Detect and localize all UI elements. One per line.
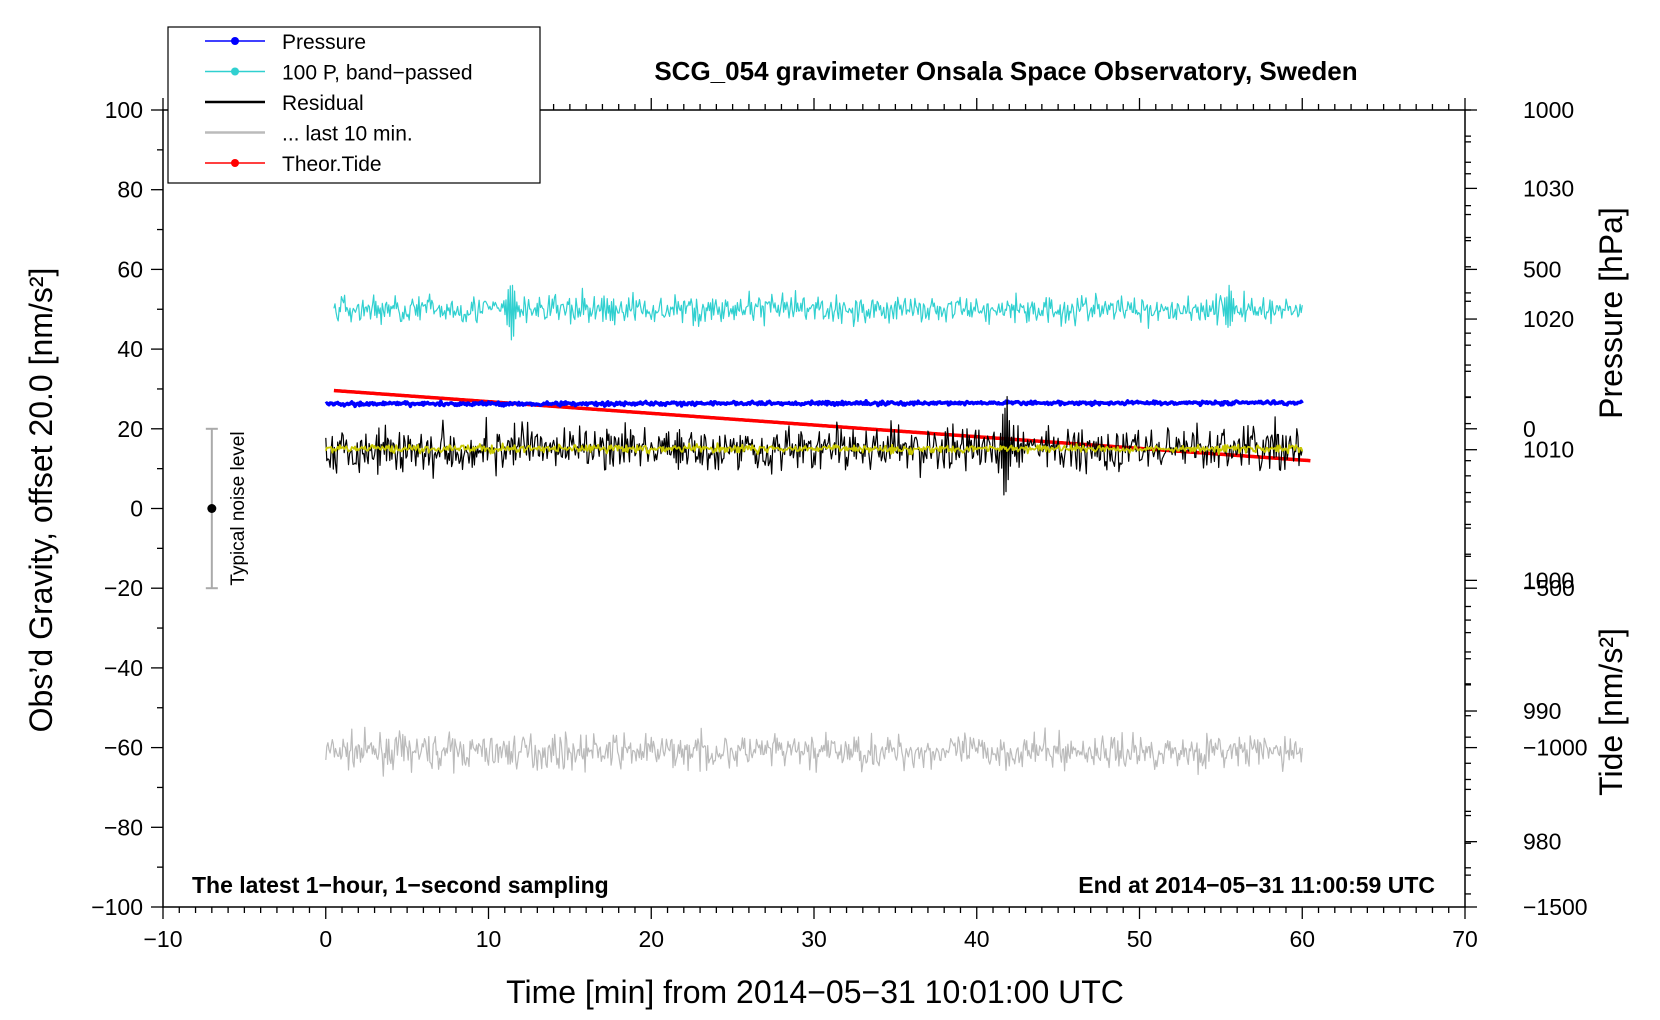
y-tick-label-left: 40 [117, 336, 143, 362]
series-line-100-p-band-passed [333, 284, 1303, 341]
x-tick-label: 40 [964, 926, 990, 952]
legend-label: ... last 10 min. [282, 123, 413, 146]
sampling-annotation: The latest 1−hour, 1−second sampling [192, 872, 609, 898]
series-line-pressure [324, 399, 1304, 409]
y-tick-label-left: −80 [104, 814, 143, 840]
plot-frame [162, 109, 1466, 908]
plot-border [162, 109, 1466, 908]
pressure-tick-label: 1030 [1523, 175, 1574, 201]
x-tick-label: 30 [801, 926, 827, 952]
y-tick-label-left: −100 [91, 894, 143, 920]
tide-tick-label: −1500 [1523, 894, 1588, 920]
chart-title: SCG_054 gravimeter Onsala Space Observat… [654, 56, 1357, 86]
legend-label: Pressure [282, 31, 366, 54]
y-tick-label-left: 0 [130, 496, 143, 522]
pressure-axis-title: Pressure [hPa] [1593, 207, 1629, 419]
y-tick-label-left: −20 [104, 575, 143, 601]
pressure-tick-label: 1000 [1523, 567, 1574, 593]
noise-level-indicator: Typical noise level [205, 427, 249, 590]
pressure-tick-label: 1010 [1523, 437, 1574, 463]
y-tick-label-left: −40 [104, 655, 143, 681]
x-tick-label: 0 [319, 926, 332, 952]
legend-label: 100 P, band−passed [282, 62, 473, 85]
tide-tick-label: 0 [1523, 416, 1536, 442]
y-tick-label-left: 20 [117, 416, 143, 442]
tide-tick-label: 1000 [1523, 97, 1574, 123]
x-axis-title: Time [min] from 2014−05−31 10:01:00 UTC [506, 974, 1124, 1010]
x-tick-label: 60 [1289, 926, 1315, 952]
series-layer [324, 284, 1312, 777]
y-tick-label-left: 80 [117, 177, 143, 203]
y-tick-label-left: −60 [104, 735, 143, 761]
y-axis-left: −100 −80 −60 −40 −20 0 20 40 60 80 100 [91, 97, 163, 920]
y-tick-label-left: 100 [105, 97, 143, 123]
legend: Pressure 100 P, band−passed Residual ... la… [167, 26, 541, 184]
legend-label: Theor.Tide [282, 153, 382, 176]
tide-tick-label: 500 [1523, 256, 1561, 282]
end-time-annotation: End at 2014−05−31 11:00:59 UTC [1078, 872, 1435, 898]
pressure-tick-label: 980 [1523, 829, 1561, 855]
y-axis-pressure: 980 990 1000 1010 1020 1030 [1465, 109, 1574, 895]
tide-axis-title: Tide [nm/s²] [1593, 628, 1629, 796]
pressure-tick-label: 1020 [1523, 306, 1574, 332]
x-tick-label: 70 [1452, 926, 1478, 952]
y-axis-tide: −1500 −1000 −500 0 500 1000 [1465, 97, 1588, 920]
legend-marker [231, 37, 239, 45]
noise-bar-point [207, 504, 217, 513]
pressure-tick-label: 990 [1523, 698, 1561, 724]
legend-marker [231, 159, 239, 167]
y-tick-label-left: 60 [117, 256, 143, 282]
tide-tick-label: −1000 [1523, 735, 1588, 761]
noise-bar-label: Typical noise level [228, 431, 249, 585]
y-axis-left-title: Obs’d Gravity, offset 20.0 [nm/s²] [23, 268, 59, 733]
legend-label: Residual [282, 92, 364, 115]
legend-box [167, 26, 541, 184]
x-tick-label: 10 [476, 926, 502, 952]
series-line-smoothed-residual [324, 442, 1304, 456]
x-tick-label: 50 [1127, 926, 1153, 952]
legend-marker [231, 67, 239, 76]
series-line--last-10-min- [325, 726, 1303, 777]
x-tick-label: 20 [638, 926, 664, 952]
x-axis: −10 0 10 20 30 40 50 60 70 [143, 98, 1478, 952]
tide-tick-label: −500 [1523, 575, 1575, 601]
x-tick-label: −10 [143, 926, 182, 952]
